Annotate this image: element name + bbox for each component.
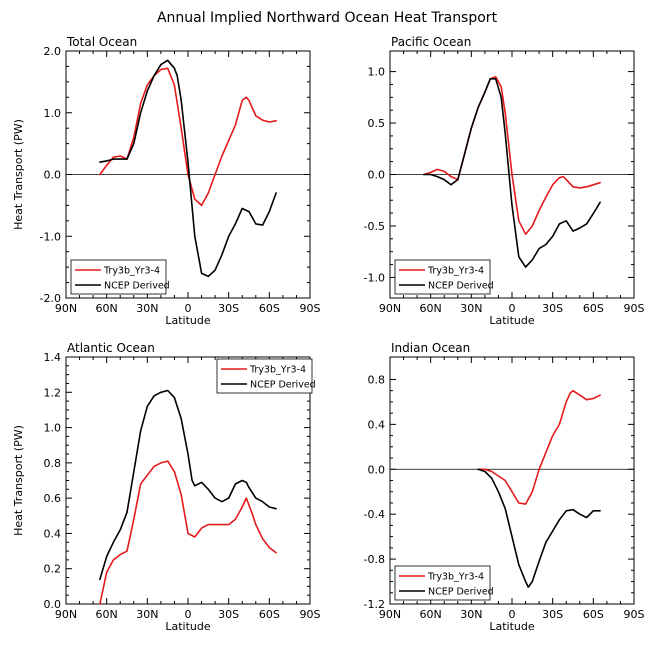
chart-2-ytick-label: 0.6 xyxy=(44,492,62,505)
chart-2-xtick-label: 60S xyxy=(259,608,280,621)
chart-3-panel-title: Indian Ocean xyxy=(391,341,470,355)
chart-3-ytick-label: 0.0 xyxy=(368,463,386,476)
chart-2-y-axis-label: Heat Transport (PW) xyxy=(12,425,25,536)
chart-1-ytick-label: 0.5 xyxy=(368,117,386,130)
chart-0-xtick-label: 30S xyxy=(218,302,239,315)
chart-3-legend-label-ncep-derived: NCEP Derived xyxy=(428,587,494,598)
chart-3-ytick-label: -0.4 xyxy=(364,508,385,521)
chart-1-xtick-label: 60N xyxy=(420,302,442,315)
chart-3-legend-box xyxy=(394,565,491,601)
chart-2-ytick-label: 0.4 xyxy=(44,527,62,540)
chart-3-legend-label-try3b-yr3-4: Try3b_Yr3-4 xyxy=(427,572,484,583)
chart-3-xtick-label: 90S xyxy=(624,608,645,621)
chart-0-series-ncep-derived xyxy=(99,59,277,278)
chart-2-ytick-label: 0.2 xyxy=(44,563,62,576)
chart-0-xtick-label: 60S xyxy=(259,302,280,315)
panel-pacific-ocean: 90N 60N 30N 0 30S 60S 90S -1.0 -0.5 0.0 0.5 1.0 Paci… xyxy=(364,35,645,327)
chart-0-xtick-label: 0 xyxy=(185,302,192,315)
chart-0-xtick-label: 60N xyxy=(96,302,118,315)
chart-3-xtick-label: 60S xyxy=(583,608,604,621)
chart-2-xtick-label: 30N xyxy=(136,608,158,621)
chart-1-xtick-label: 90S xyxy=(624,302,645,315)
chart-2-xtick-label: 60N xyxy=(96,608,118,621)
chart-2-legend-label-try3b-yr3-4: Try3b_Yr3-4 xyxy=(249,365,306,376)
chart-1-x-axis-label: Latitude xyxy=(489,314,535,327)
chart-2-series-try3b-yr3-4 xyxy=(99,460,277,605)
chart-1-ytick-label: -1.0 xyxy=(364,271,385,284)
chart-0-ytick-label: -2.0 xyxy=(40,292,61,305)
chart-2-plot-frame xyxy=(65,356,311,605)
chart-0-x-axis-label: Latitude xyxy=(165,314,211,327)
chart-0-series-try3b-yr3-4 xyxy=(99,67,277,207)
chart-2-xtick-label: 90N xyxy=(55,608,77,621)
chart-3-xtick-label: 30N xyxy=(460,608,482,621)
chart-2-legend-box xyxy=(216,358,313,394)
chart-1-ytick-label: -0.5 xyxy=(364,220,385,233)
chart-0-ytick-label: 2.0 xyxy=(44,45,62,58)
chart-2-panel-title: Atlantic Ocean xyxy=(67,341,155,355)
chart-3-xtick-label: 90N xyxy=(379,608,401,621)
chart-0-xtick-label: 90S xyxy=(300,302,321,315)
chart-1-series-ncep-derived xyxy=(423,78,601,268)
chart-1-xtick-label: 90N xyxy=(379,302,401,315)
chart-2-xtick-label: 90S xyxy=(300,608,321,621)
chart-3-ytick-label: 0.4 xyxy=(368,418,386,431)
chart-2-ytick-label: 1.0 xyxy=(44,422,62,435)
chart-1-legend-label-ncep-derived: NCEP Derived xyxy=(428,281,494,292)
chart-2-legend-label-ncep-derived: NCEP Derived xyxy=(250,380,316,391)
chart-2-xtick-label: 30S xyxy=(218,608,239,621)
chart-0-xtick-label: 90N xyxy=(55,302,77,315)
chart-0-legend-label-ncep-derived: NCEP Derived xyxy=(104,281,170,292)
chart-3-xtick-label: 0 xyxy=(509,608,516,621)
chart-3-xtick-label: 30S xyxy=(542,608,563,621)
chart-0-xtick-label: 30N xyxy=(136,302,158,315)
panel-atlantic-ocean: 90N 60N 30N 0 30S 60S 90S 0.0 0.2 0.4 0.6 0.8 1.0 1.2… xyxy=(12,341,321,633)
chart-1-panel-title: Pacific Ocean xyxy=(391,35,471,49)
chart-1-legend-box xyxy=(394,259,491,295)
figure-title: Annual Implied Northward Ocean Heat Tran… xyxy=(157,10,498,26)
chart-1-legend-label-try3b-yr3-4: Try3b_Yr3-4 xyxy=(427,266,484,277)
chart-0-panel-title: Total Ocean xyxy=(66,35,137,49)
chart-1-xtick-label: 30N xyxy=(460,302,482,315)
chart-2-ytick-label: 0.0 xyxy=(44,598,62,611)
chart-2-x-axis-label: Latitude xyxy=(165,620,211,633)
chart-3-series-try3b-yr3-4 xyxy=(477,389,601,505)
chart-3-ytick-label: -0.8 xyxy=(364,553,385,566)
chart-3-ytick-label: 0.8 xyxy=(368,373,386,386)
chart-3-x-axis-label: Latitude xyxy=(489,620,535,633)
chart-3-ytick-label: -1.2 xyxy=(364,598,385,611)
chart-2-xtick-label: 0 xyxy=(185,608,192,621)
chart-2-ytick-label: 1.2 xyxy=(44,386,62,399)
chart-0-y-axis-label: Heat Transport (PW) xyxy=(12,119,25,230)
chart-0-ytick-label: 0.0 xyxy=(44,169,62,182)
chart-0-ytick-label: 1.0 xyxy=(44,107,62,120)
chart-3-series-ncep-derived xyxy=(477,468,601,589)
panel-indian-ocean: 90N 60N 30N 0 30S 60S 90S -1.2 -0.8 -0.4 0.0 0.4 0.8… xyxy=(364,341,645,633)
chart-1-ytick-label: 1.0 xyxy=(368,66,386,79)
chart-0-legend-label-try3b-yr3-4: Try3b_Yr3-4 xyxy=(103,266,160,277)
chart-1-xtick-label: 30S xyxy=(542,302,563,315)
chart-2-ytick-label: 1.4 xyxy=(44,351,62,364)
chart-3-xtick-label: 60N xyxy=(420,608,442,621)
panel-total-ocean: 90N 60N 30N 0 30S 60S 90S -2.0 -1.0 0.0 1.0 2.0 Tota… xyxy=(12,35,321,327)
chart-1-xtick-label: 60S xyxy=(583,302,604,315)
chart-1-ytick-label: 0.0 xyxy=(368,169,386,182)
chart-2-series-ncep-derived xyxy=(99,389,277,581)
chart-2-ytick-label: 0.8 xyxy=(44,457,62,470)
chart-1-xtick-label: 0 xyxy=(509,302,516,315)
chart-0-ytick-label: -1.0 xyxy=(40,230,61,243)
chart-0-legend-box xyxy=(70,259,167,295)
chart-1-series-try3b-yr3-4 xyxy=(423,75,601,235)
